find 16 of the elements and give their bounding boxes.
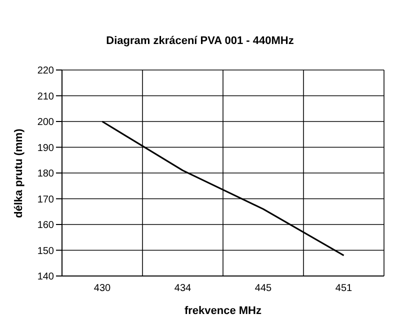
y-tick-label: 150 [37,246,54,257]
y-tick-label: 210 [37,91,54,102]
x-tick-label: 434 [174,283,192,294]
x-tick-label: 451 [335,283,353,294]
y-tick-label: 160 [37,220,54,232]
y-axis-title: délka prutu (mm) [12,128,25,218]
y-tick-label: 200 [37,117,54,128]
y-tick-label: 180 [37,168,54,180]
y-tick-label: 220 [37,66,54,77]
x-tick-label: 445 [254,283,272,294]
y-tick-label: 190 [37,142,54,154]
y-tick-label: 140 [37,272,54,283]
x-tick-label: 430 [94,283,112,294]
x-axis-title: frekvence MHz [184,305,262,317]
y-tick-label: 170 [37,194,54,206]
chart-title: Diagram zkrácení PVA 001 - 440MHz [105,35,295,47]
